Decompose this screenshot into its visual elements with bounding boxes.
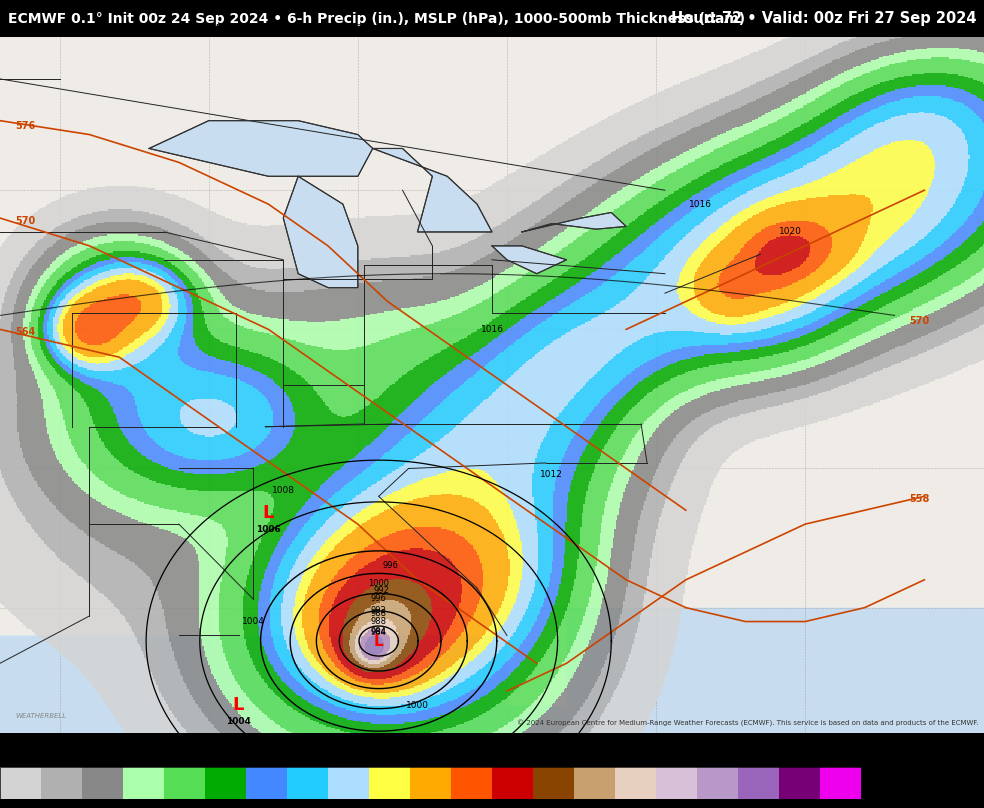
Text: 75°W: 75°W <box>642 24 670 35</box>
Bar <box>492 768 533 799</box>
Text: L: L <box>374 633 384 649</box>
Bar <box>533 768 574 799</box>
Text: 992: 992 <box>371 606 387 616</box>
Bar <box>41 768 82 799</box>
Polygon shape <box>522 213 626 232</box>
Text: 988: 988 <box>371 617 387 626</box>
Text: 80°W: 80°W <box>493 24 522 35</box>
Bar <box>779 768 820 799</box>
Bar <box>123 768 164 799</box>
Text: © 2024 European Centre for Medium-Range Weather Forecasts (ECMWF). This service : © 2024 European Centre for Medium-Range … <box>517 720 978 727</box>
Polygon shape <box>283 176 358 288</box>
Bar <box>328 768 369 799</box>
Text: 984: 984 <box>371 628 387 638</box>
Polygon shape <box>373 149 492 232</box>
Text: WEATHERBELL: WEATHERBELL <box>15 713 66 719</box>
Text: 20: 20 <box>814 753 827 763</box>
Text: 14: 14 <box>691 753 704 763</box>
Bar <box>820 768 861 799</box>
Text: Hour: 72 • Valid: 00z Fri 27 Sep 2024: Hour: 72 • Valid: 00z Fri 27 Sep 2024 <box>671 11 976 26</box>
Text: 1.2: 1.2 <box>320 753 337 763</box>
Text: 988: 988 <box>371 608 387 617</box>
Text: 1012: 1012 <box>540 469 563 478</box>
Text: 570: 570 <box>15 216 35 225</box>
Text: 0.5: 0.5 <box>197 753 214 763</box>
Text: 12: 12 <box>649 753 662 763</box>
Text: 558: 558 <box>909 494 930 504</box>
Text: 564: 564 <box>15 327 35 337</box>
Text: 0.3: 0.3 <box>155 753 172 763</box>
Text: 10: 10 <box>608 753 622 763</box>
Text: 1000: 1000 <box>368 579 390 588</box>
Text: 0.05: 0.05 <box>30 753 52 763</box>
Text: Max: 2.64: Max: 2.64 <box>880 760 949 773</box>
Text: 1.6: 1.6 <box>361 753 377 763</box>
Text: L: L <box>233 696 244 714</box>
Text: 1020: 1020 <box>778 228 802 237</box>
Text: 8: 8 <box>571 753 578 763</box>
Text: 0.1: 0.1 <box>74 753 91 763</box>
Text: 4: 4 <box>489 753 495 763</box>
Bar <box>738 768 779 799</box>
Text: 2: 2 <box>406 753 413 763</box>
Text: 90°W: 90°W <box>195 24 223 35</box>
Bar <box>287 768 328 799</box>
Text: 1006: 1006 <box>256 525 280 534</box>
Text: 992: 992 <box>374 587 390 595</box>
Bar <box>164 768 205 799</box>
Text: 570: 570 <box>909 316 930 326</box>
Bar <box>697 768 738 799</box>
Bar <box>656 768 697 799</box>
Text: 1008: 1008 <box>272 486 295 495</box>
Text: 18: 18 <box>772 753 785 763</box>
Text: 95°W: 95°W <box>45 24 74 35</box>
Bar <box>82 768 123 799</box>
Text: 984: 984 <box>371 627 387 636</box>
Text: 1016: 1016 <box>480 325 504 334</box>
Text: ECMWF 0.1° Init 00z 24 Sep 2024 • 6-h Precip (in.), MSLP (hPa), 1000-500mb Thick: ECMWF 0.1° Init 00z 24 Sep 2024 • 6-h Pr… <box>8 11 745 26</box>
Text: 1016: 1016 <box>689 200 712 208</box>
Text: 0.7: 0.7 <box>238 753 254 763</box>
Bar <box>574 768 615 799</box>
Bar <box>451 768 492 799</box>
Text: 85°W: 85°W <box>343 24 372 35</box>
Text: 70°W: 70°W <box>791 24 820 35</box>
Bar <box>369 768 410 799</box>
Polygon shape <box>492 246 567 274</box>
Text: 3: 3 <box>448 753 455 763</box>
Text: 0.01: 0.01 <box>0 753 12 763</box>
Text: 576: 576 <box>15 121 35 131</box>
Text: 996: 996 <box>383 562 399 570</box>
Text: 16: 16 <box>731 753 745 763</box>
Text: 1004: 1004 <box>226 718 251 726</box>
Text: L: L <box>263 504 275 522</box>
Bar <box>615 768 656 799</box>
Bar <box>410 768 451 799</box>
Text: 0.2: 0.2 <box>115 753 131 763</box>
Text: 1004: 1004 <box>242 617 265 626</box>
Text: 0.9: 0.9 <box>278 753 295 763</box>
Text: 6: 6 <box>529 753 536 763</box>
Text: 1000: 1000 <box>406 701 429 709</box>
Bar <box>205 768 246 799</box>
Polygon shape <box>150 120 373 176</box>
Text: 996: 996 <box>371 594 387 603</box>
Bar <box>0 768 861 799</box>
Bar <box>0 768 41 799</box>
Bar <box>246 768 287 799</box>
